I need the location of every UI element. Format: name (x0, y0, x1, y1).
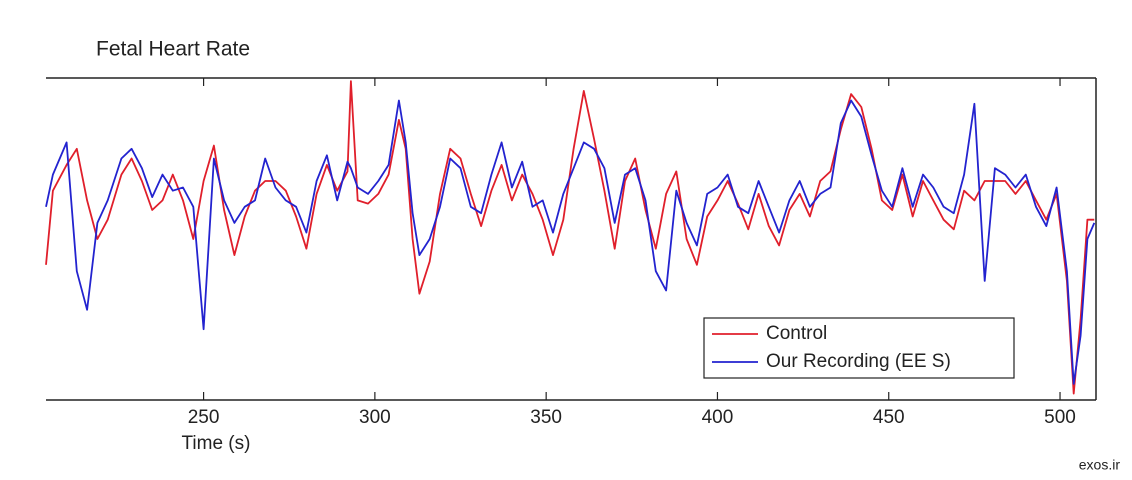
line-series (45, 99, 1096, 385)
x-tick-label: 300 (359, 407, 391, 428)
x-tick-label: 250 (188, 407, 220, 428)
legend-label: Control (766, 323, 827, 344)
line-series (45, 80, 1095, 395)
chart-title: Fetal Heart Rate (96, 38, 250, 61)
x-tick-label: 400 (702, 407, 734, 428)
legend-label: Our Recording (EE S) (766, 351, 951, 372)
x-axis-label: Time (s) (182, 433, 251, 454)
x-tick-label: 350 (530, 407, 562, 428)
x-tick-label: 500 (1044, 407, 1076, 428)
legend-box (703, 317, 1015, 379)
x-tick-label: 450 (873, 407, 905, 428)
watermark: exos.ir (1079, 457, 1121, 473)
